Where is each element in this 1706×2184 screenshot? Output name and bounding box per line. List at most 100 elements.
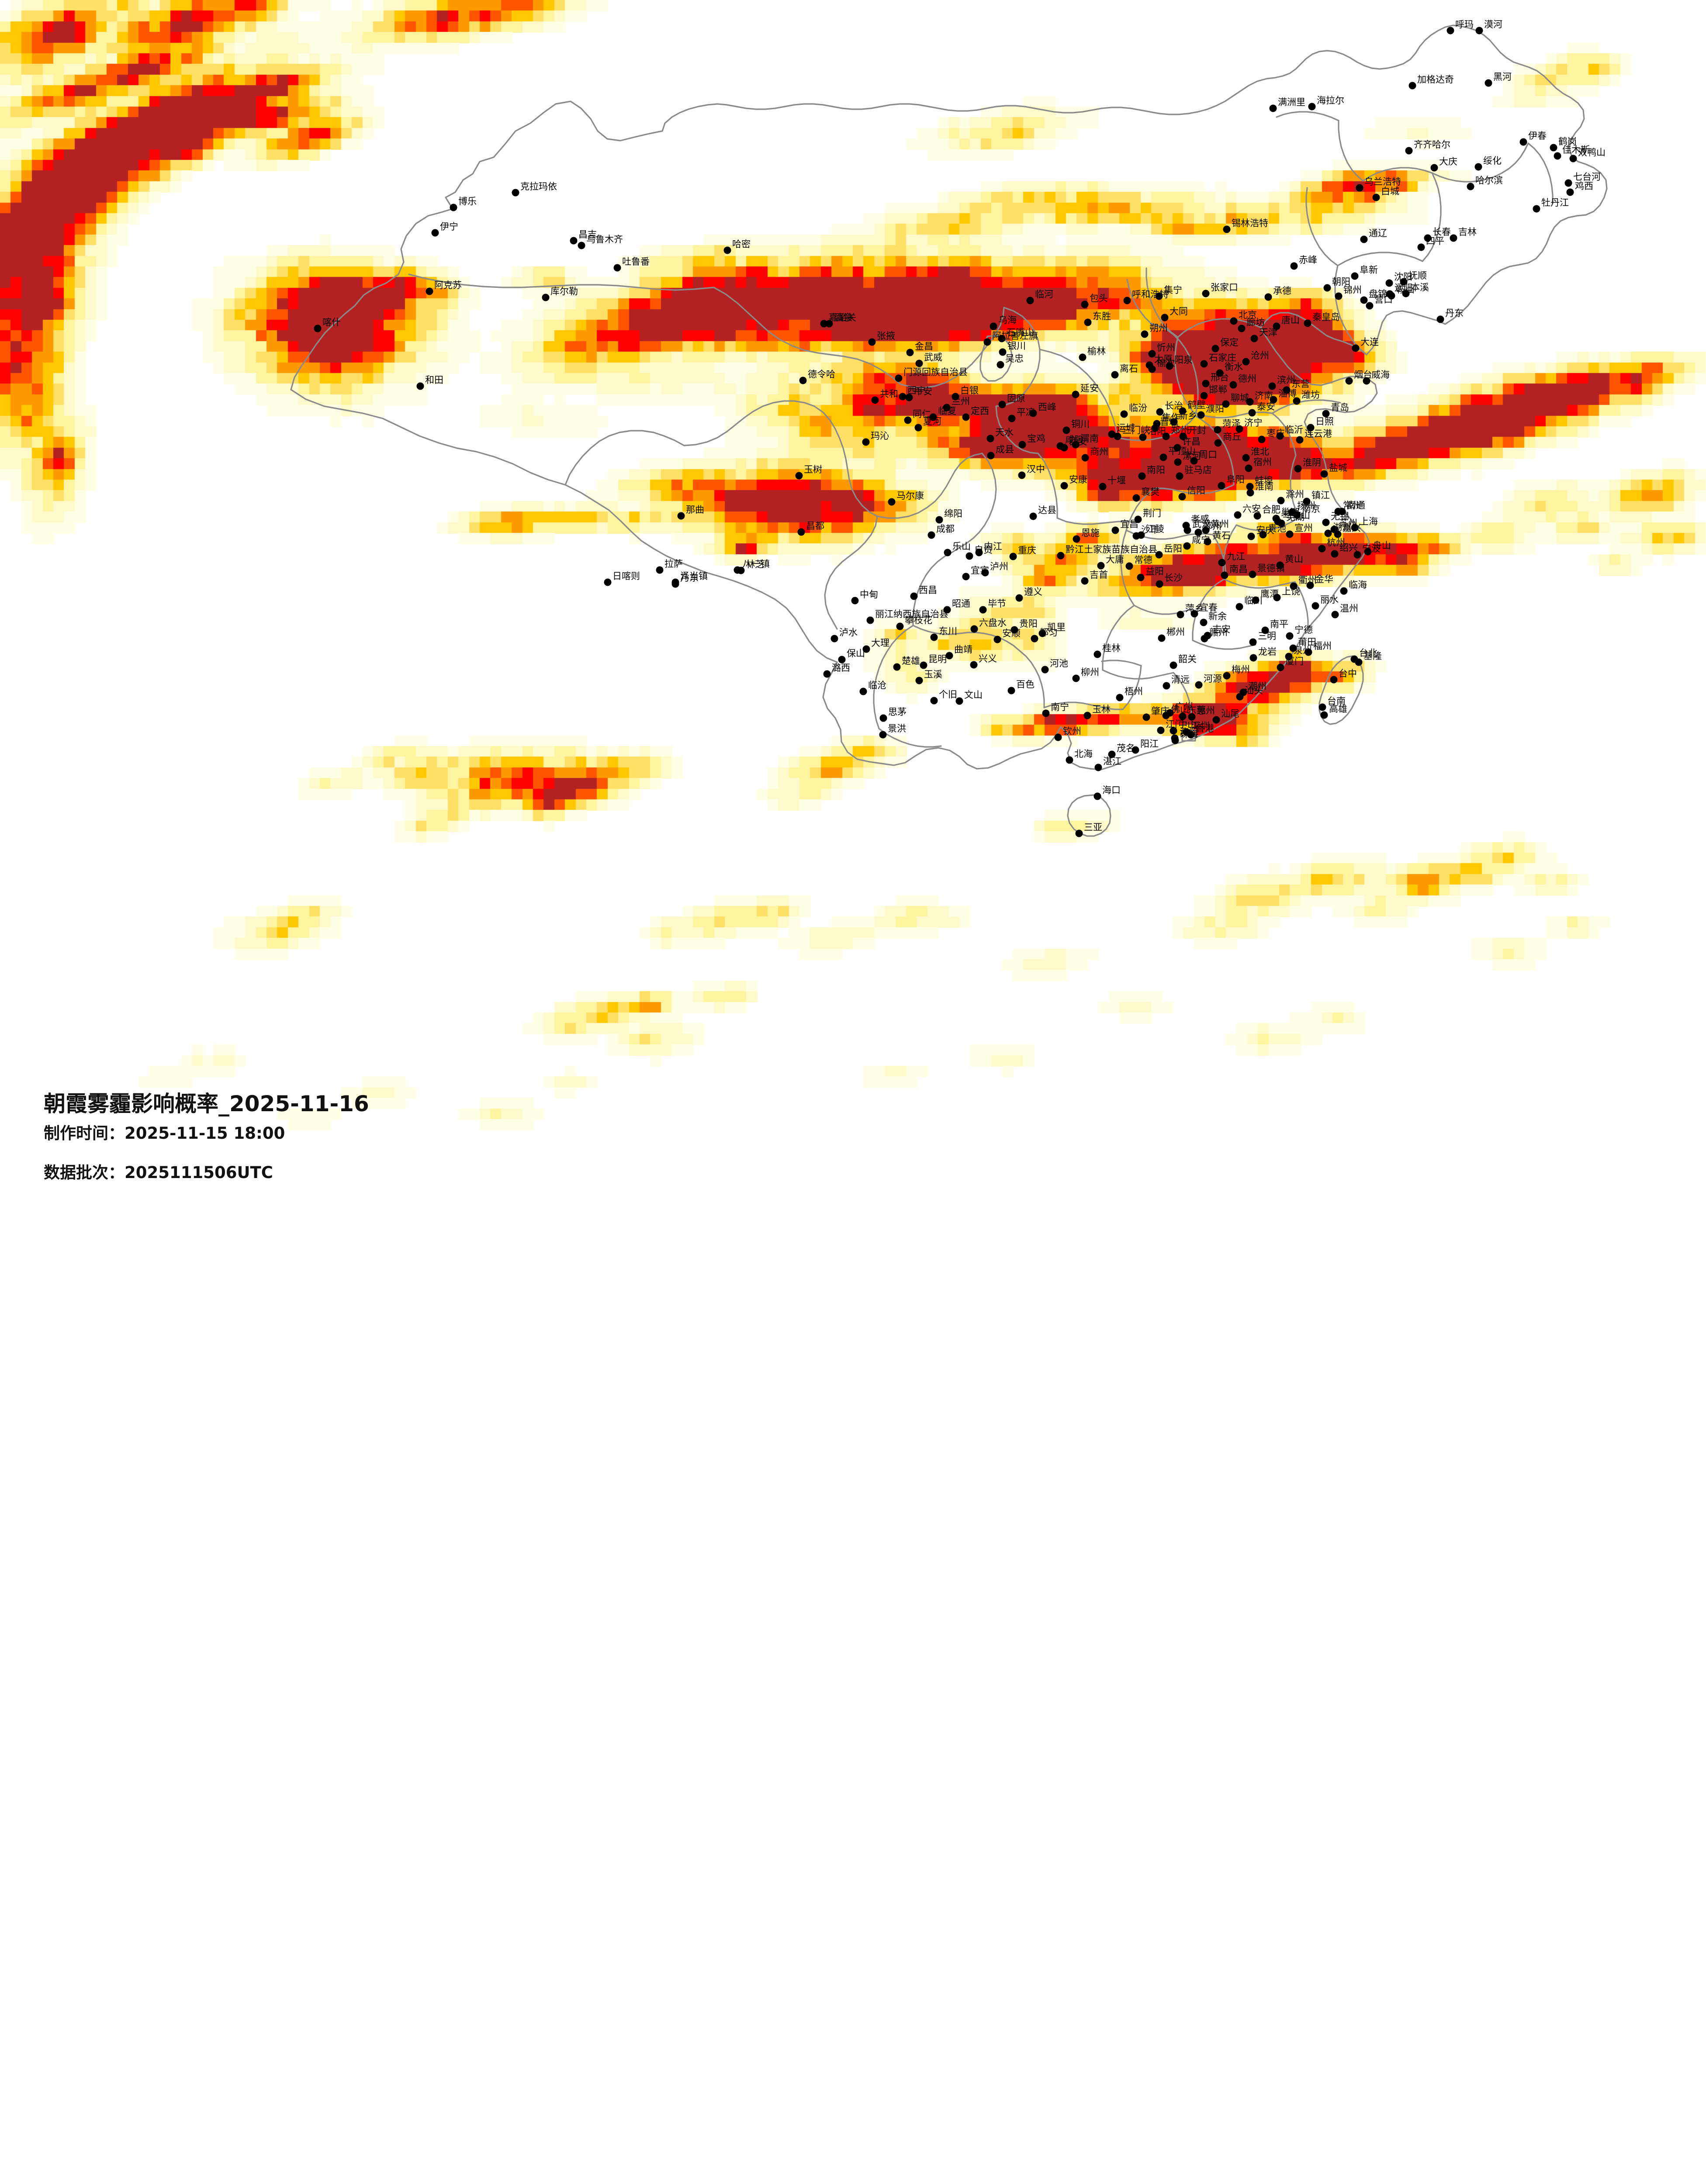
city-dot-icon <box>1264 293 1272 301</box>
city-dot-icon <box>570 237 578 245</box>
city-label: 周口 <box>1199 449 1217 460</box>
city-dot-icon <box>671 580 679 588</box>
city-label: 恩施 <box>1081 528 1100 538</box>
city-label: 杭州 <box>1327 537 1345 548</box>
city-label: 泸水 <box>839 627 858 638</box>
city-dot-icon <box>1197 411 1205 419</box>
city-dot-icon <box>1304 319 1312 327</box>
city-dot-icon <box>1400 278 1408 286</box>
city-label: 柳州 <box>1081 667 1099 677</box>
city-dot-icon <box>1250 335 1258 342</box>
city-label: 泉州 <box>1294 645 1312 656</box>
city-label: 中甸 <box>860 589 878 600</box>
city-dot-icon <box>1200 392 1208 400</box>
city-label: 乌海 <box>998 315 1017 325</box>
city-label: 台北 <box>1359 648 1377 658</box>
city-dot-icon <box>1338 508 1346 515</box>
city-dot-icon <box>1166 709 1174 717</box>
city-label: 宜春 <box>1199 602 1218 613</box>
city-dot-icon <box>1322 518 1330 526</box>
city-label: 梅州 <box>1232 664 1250 675</box>
city-dot-icon <box>1008 415 1016 422</box>
city-label: 阳江 <box>1140 739 1159 749</box>
city-dot-icon <box>1318 703 1326 711</box>
city-dot-icon <box>893 663 901 671</box>
city-dot-icon <box>1424 234 1432 242</box>
city-label: 内江 <box>984 541 1002 552</box>
city-label: 岳阳 <box>1164 543 1182 554</box>
city-dot-icon <box>1234 511 1242 519</box>
city-dot-icon <box>1031 635 1038 643</box>
city-label: 驻马店 <box>1184 465 1212 475</box>
city-label: 天水 <box>995 427 1014 438</box>
city-label: 包头 <box>1090 293 1108 304</box>
city-label: 赣州 <box>1209 627 1228 638</box>
city-label: 临夏 <box>938 406 956 416</box>
city-dot-icon <box>1204 538 1211 546</box>
city-label: 宁德 <box>1294 625 1313 635</box>
city-dot-icon <box>993 636 1001 643</box>
city-label: 泸州 <box>990 561 1008 572</box>
map-footer: 朝霞雾霾影响概率_2025-11-16 制作时间：2025-11-15 18:0… <box>0 1079 1706 1223</box>
city-dot-icon <box>1218 559 1226 567</box>
city-dot-icon <box>1218 482 1225 490</box>
city-label: 加格达奇 <box>1417 74 1454 85</box>
city-label: 信阳 <box>1187 485 1205 496</box>
city-dot-icon <box>1356 184 1363 192</box>
city-dot-icon <box>981 569 989 577</box>
city-dot-icon <box>1202 526 1210 534</box>
city-label: 固原 <box>1007 393 1025 404</box>
city-label: 十堰 <box>1107 475 1126 486</box>
city-dot-icon <box>1176 472 1183 480</box>
city-label: 淮北 <box>1251 446 1269 457</box>
city-dot-icon <box>1320 711 1328 719</box>
city-dot-icon <box>915 359 923 367</box>
city-dot-icon <box>970 661 978 669</box>
city-label: 临沧 <box>868 680 886 691</box>
city-dot-icon <box>868 338 876 346</box>
city-label: 衡水 <box>1225 362 1243 372</box>
city-label: 石家庄 <box>1209 352 1236 363</box>
city-label: 洛阳 <box>1148 426 1166 436</box>
city-label: 绍兴 <box>1339 543 1358 553</box>
city-dot-icon <box>952 393 959 401</box>
city-dot-icon <box>1388 292 1395 300</box>
city-label: 朝阳 <box>1332 276 1350 287</box>
city-dot-icon <box>1062 426 1070 434</box>
city-dot-icon <box>1307 424 1315 432</box>
city-dot-icon <box>1161 314 1169 321</box>
city-dot-icon <box>899 393 907 401</box>
production-time-label: 制作时间： <box>44 1124 125 1143</box>
city-label: 邯郸 <box>1209 384 1227 395</box>
city-label: 阿克苏 <box>434 280 462 290</box>
city-dot-icon <box>1277 497 1285 505</box>
city-dot-icon <box>1200 360 1208 368</box>
city-label: 阳泉 <box>1174 355 1193 365</box>
city-label: 阿拉善左旗 <box>992 331 1038 341</box>
city-dot-icon <box>1060 444 1068 452</box>
city-label: 文山 <box>964 690 983 700</box>
city-dot-icon <box>1170 418 1178 426</box>
city-dot-icon <box>1289 644 1297 652</box>
city-label: 长沙 <box>1164 573 1183 583</box>
city-label: 泰安 <box>1257 401 1275 412</box>
city-dot-icon <box>1335 292 1343 300</box>
city-dot-icon <box>1475 27 1483 35</box>
city-label: 济南 <box>1255 390 1273 401</box>
city-dot-icon <box>904 416 912 424</box>
city-label: 运城 <box>1117 423 1135 433</box>
city-dot-icon <box>1360 296 1368 304</box>
city-label: 茂名 <box>1117 743 1135 753</box>
city-label: 攀枝花 <box>905 615 932 625</box>
city-dot-icon <box>512 189 519 197</box>
city-label: 集宁 <box>1164 285 1182 295</box>
city-dot-icon <box>915 677 923 684</box>
city-label: 吉林 <box>1458 227 1477 237</box>
city-label: 保山 <box>847 648 865 659</box>
city-dot-icon <box>1242 358 1250 366</box>
city-dot-icon <box>1010 626 1018 634</box>
city-dot-icon <box>1148 365 1156 373</box>
city-dot-icon <box>1259 531 1267 539</box>
data-batch-label: 数据批次： <box>44 1163 125 1182</box>
city-dot-icon <box>1134 515 1142 523</box>
